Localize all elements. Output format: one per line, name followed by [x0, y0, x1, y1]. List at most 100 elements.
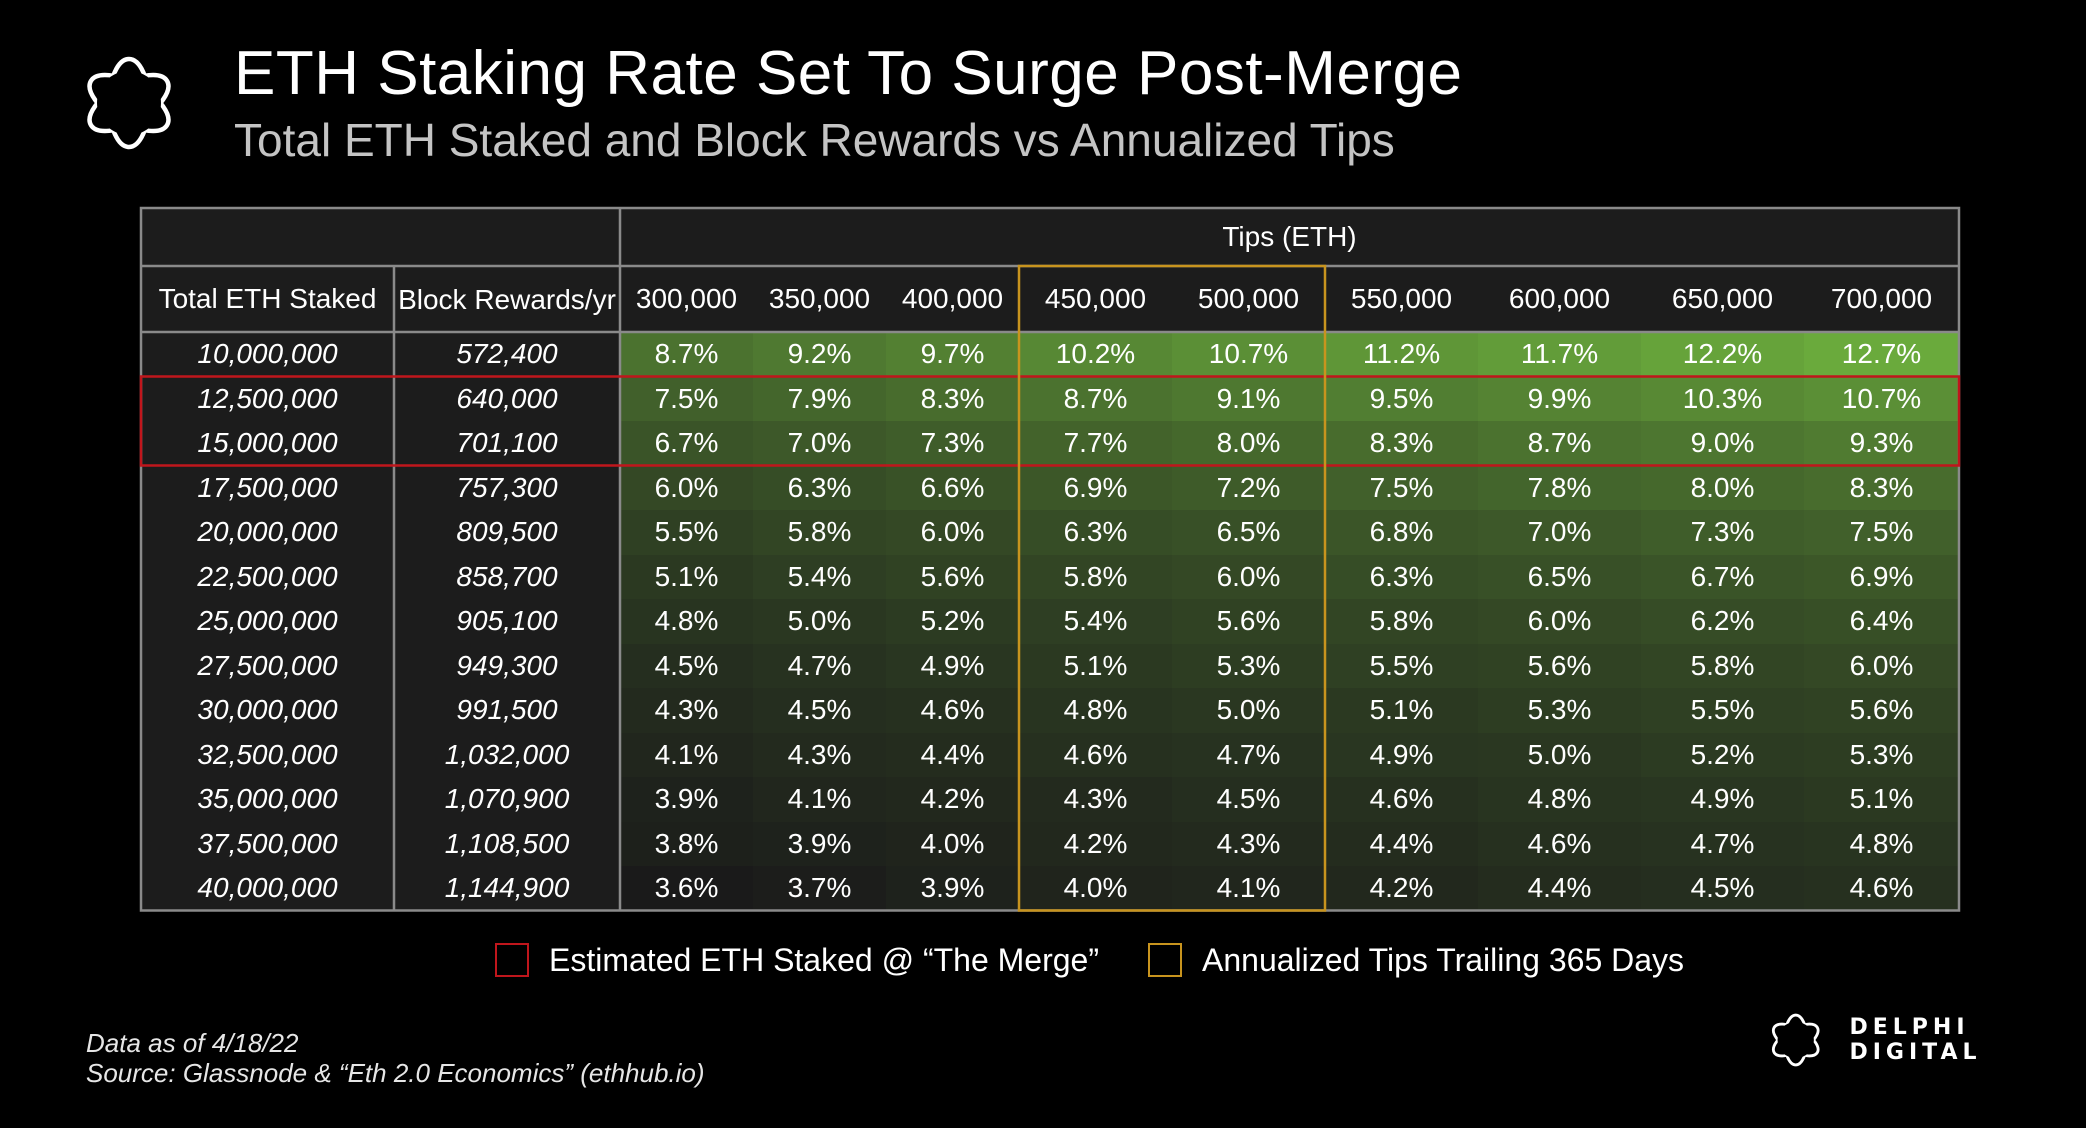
rate-cell: 4.4% [886, 732, 1019, 777]
staked-cell: 22,500,000 [141, 554, 394, 599]
rate-cell: 6.5% [1478, 554, 1641, 599]
rate-cell: 4.6% [886, 688, 1019, 733]
staked-cell: 35,000,000 [141, 777, 394, 822]
rate-cell: 4.3% [1019, 777, 1172, 822]
rate-cell: 7.0% [1478, 510, 1641, 555]
tips-header-1: 350,000 [753, 266, 886, 332]
rewards-cell: 1,032,000 [394, 732, 620, 777]
rate-cell: 3.8% [620, 821, 753, 866]
rate-cell: 5.4% [753, 554, 886, 599]
brand-mark: DELPHI DIGITAL [1760, 998, 2086, 1082]
table-row: 17,500,000 757,300 6.0% 6.3% 6.6% 6.9% 7.2% 7.5… [141, 465, 1959, 510]
rate-cell: 5.3% [1478, 688, 1641, 733]
rate-cell: 7.2% [1172, 465, 1325, 510]
rate-cell: 6.5% [1172, 510, 1325, 555]
rate-cell: 7.3% [1641, 510, 1804, 555]
brand-name: DELPHI DIGITAL [1849, 1015, 1982, 1065]
rate-cell: 4.2% [1019, 821, 1172, 866]
rate-cell: 8.0% [1172, 421, 1325, 466]
tips-header-4: 500,000 [1172, 266, 1325, 332]
rate-cell: 12.2% [1641, 332, 1804, 377]
table-row: 10,000,000 572,400 8.7% 9.2% 9.7% 10.2% 10.7% 1… [141, 332, 1959, 377]
rate-cell: 10.2% [1019, 332, 1172, 377]
header-corner [141, 208, 620, 266]
rate-cell: 4.3% [753, 732, 886, 777]
rate-cell: 5.4% [1019, 599, 1172, 644]
rate-cell: 7.5% [1325, 465, 1478, 510]
rewards-cell: 572,400 [394, 332, 620, 377]
tips-header-0: 300,000 [620, 266, 753, 332]
rate-cell: 5.5% [1641, 688, 1804, 733]
staked-cell: 12,500,000 [141, 376, 394, 421]
rate-cell: 10.7% [1804, 376, 1959, 421]
rate-cell: 8.7% [1478, 421, 1641, 466]
rate-cell: 4.7% [1641, 821, 1804, 866]
rewards-cell: 757,300 [394, 465, 620, 510]
rate-cell: 6.0% [620, 465, 753, 510]
staked-cell: 27,500,000 [141, 643, 394, 688]
rate-cell: 4.1% [620, 732, 753, 777]
delphi-brand-icon [1771, 1013, 1820, 1067]
rate-cell: 4.1% [753, 777, 886, 822]
table-row: 12,500,000 640,000 7.5% 7.9% 8.3% 8.7% 9.1% 9.5… [141, 376, 1959, 421]
rate-cell: 4.7% [753, 643, 886, 688]
rate-cell: 8.0% [1641, 465, 1804, 510]
rewards-cell: 1,108,500 [394, 821, 620, 866]
rate-cell: 3.9% [886, 866, 1019, 911]
tips-header-6: 600,000 [1478, 266, 1641, 332]
rate-cell: 6.0% [1804, 643, 1959, 688]
rewards-cell: 858,700 [394, 554, 620, 599]
rate-cell: 6.7% [1641, 554, 1804, 599]
rate-cell: 5.3% [1804, 732, 1959, 777]
chart-subtitle: Total ETH Staked and Block Rewards vs An… [234, 114, 1395, 166]
rewards-cell: 640,000 [394, 376, 620, 421]
rate-cell: 9.5% [1325, 376, 1478, 421]
rate-cell: 5.8% [1325, 599, 1478, 644]
table-row: 22,500,000 858,700 5.1% 5.4% 5.6% 5.8% 6.0% 6.3… [141, 554, 1959, 599]
rate-cell: 5.2% [886, 599, 1019, 644]
rate-cell: 3.7% [753, 866, 886, 911]
rate-cell: 11.2% [1325, 332, 1478, 377]
rate-cell: 8.7% [1019, 376, 1172, 421]
rate-cell: 6.9% [1019, 465, 1172, 510]
rate-cell: 4.8% [1804, 821, 1959, 866]
rate-cell: 9.3% [1804, 421, 1959, 466]
rate-cell: 5.8% [753, 510, 886, 555]
rate-cell: 7.7% [1019, 421, 1172, 466]
rate-cell: 9.0% [1641, 421, 1804, 466]
rewards-cell: 991,500 [394, 688, 620, 733]
rate-cell: 4.2% [1325, 866, 1478, 911]
staked-cell: 17,500,000 [141, 465, 394, 510]
tips-header-7: 650,000 [1641, 266, 1804, 332]
legend-item-merge: Estimated ETH Staked @ “The Merge” [495, 940, 1099, 980]
table-row: 30,000,000 991,500 4.3% 4.5% 4.6% 4.8% 5.0% 5.1… [141, 688, 1959, 733]
rate-cell: 4.5% [1172, 777, 1325, 822]
rate-cell: 4.5% [620, 643, 753, 688]
rate-cell: 9.9% [1478, 376, 1641, 421]
rate-cell: 10.7% [1172, 332, 1325, 377]
rate-cell: 5.6% [1804, 688, 1959, 733]
rate-cell: 5.0% [1172, 688, 1325, 733]
rate-cell: 4.6% [1325, 777, 1478, 822]
rate-cell: 8.7% [620, 332, 753, 377]
legend-item-tips: Annualized Tips Trailing 365 Days [1148, 940, 1684, 980]
rate-cell: 6.8% [1325, 510, 1478, 555]
rate-cell: 6.9% [1804, 554, 1959, 599]
rewards-cell: 949,300 [394, 643, 620, 688]
table-row: 15,000,000 701,100 6.7% 7.0% 7.3% 7.7% 8.0% 8.3… [141, 421, 1959, 466]
rate-cell: 5.8% [1641, 643, 1804, 688]
rate-cell: 6.0% [1478, 599, 1641, 644]
rewards-cell: 1,070,900 [394, 777, 620, 822]
rate-cell: 4.6% [1478, 821, 1641, 866]
rate-cell: 7.5% [620, 376, 753, 421]
rate-cell: 5.1% [1804, 777, 1959, 822]
rate-cell: 8.3% [1804, 465, 1959, 510]
rate-cell: 4.6% [1019, 732, 1172, 777]
staked-cell: 25,000,000 [141, 599, 394, 644]
rate-cell: 3.6% [620, 866, 753, 911]
rewards-cell: 809,500 [394, 510, 620, 555]
rate-cell: 6.6% [886, 465, 1019, 510]
rate-cell: 4.6% [1804, 866, 1959, 911]
staked-cell: 30,000,000 [141, 688, 394, 733]
tips-header-5: 550,000 [1325, 266, 1478, 332]
